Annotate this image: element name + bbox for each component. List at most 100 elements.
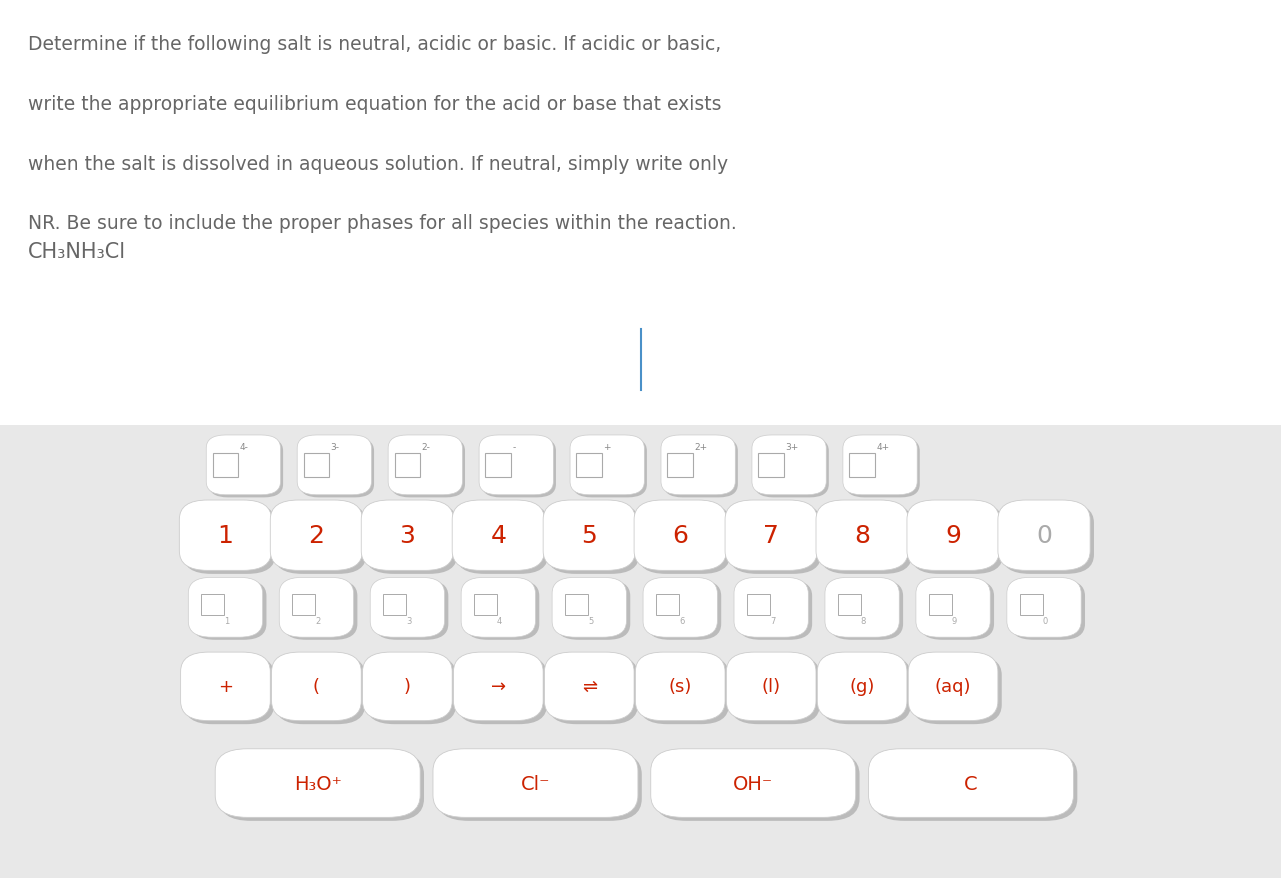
Text: write the appropriate equilibrium equation for the acid or base that exists: write the appropriate equilibrium equati… bbox=[28, 95, 721, 114]
Text: CH₃NH₃Cl: CH₃NH₃Cl bbox=[28, 241, 127, 262]
FancyBboxPatch shape bbox=[272, 652, 361, 721]
FancyBboxPatch shape bbox=[179, 500, 272, 571]
FancyBboxPatch shape bbox=[655, 752, 860, 821]
FancyBboxPatch shape bbox=[556, 580, 630, 640]
FancyBboxPatch shape bbox=[734, 578, 808, 637]
FancyBboxPatch shape bbox=[300, 438, 374, 498]
Text: 8: 8 bbox=[854, 523, 870, 548]
Bar bbox=[485, 453, 511, 478]
FancyBboxPatch shape bbox=[820, 504, 912, 574]
Text: 3-: 3- bbox=[330, 443, 339, 451]
Text: ): ) bbox=[404, 678, 411, 695]
FancyBboxPatch shape bbox=[543, 500, 635, 571]
FancyBboxPatch shape bbox=[461, 578, 535, 637]
FancyBboxPatch shape bbox=[552, 578, 626, 637]
FancyBboxPatch shape bbox=[457, 656, 547, 724]
FancyBboxPatch shape bbox=[738, 580, 812, 640]
FancyBboxPatch shape bbox=[274, 504, 366, 574]
Text: Determine if the following salt is neutral, acidic or basic. If acidic or basic,: Determine if the following salt is neutr… bbox=[28, 35, 721, 54]
FancyBboxPatch shape bbox=[726, 652, 816, 721]
FancyBboxPatch shape bbox=[391, 438, 465, 498]
FancyBboxPatch shape bbox=[1002, 504, 1094, 574]
FancyBboxPatch shape bbox=[729, 504, 821, 574]
FancyBboxPatch shape bbox=[664, 438, 738, 498]
FancyBboxPatch shape bbox=[643, 578, 717, 637]
FancyBboxPatch shape bbox=[219, 752, 424, 821]
FancyBboxPatch shape bbox=[816, 500, 908, 571]
Bar bbox=[304, 453, 329, 478]
FancyBboxPatch shape bbox=[639, 656, 729, 724]
FancyBboxPatch shape bbox=[911, 504, 1003, 574]
Bar bbox=[849, 453, 875, 478]
FancyBboxPatch shape bbox=[465, 580, 539, 640]
Text: 6: 6 bbox=[679, 616, 684, 625]
FancyBboxPatch shape bbox=[635, 652, 725, 721]
Text: 3+: 3+ bbox=[785, 443, 798, 451]
FancyBboxPatch shape bbox=[829, 580, 903, 640]
FancyBboxPatch shape bbox=[638, 504, 730, 574]
Text: when the salt is dissolved in aqueous solution. If neutral, simply write only: when the salt is dissolved in aqueous so… bbox=[28, 155, 729, 174]
Text: 7: 7 bbox=[770, 616, 775, 625]
Text: -: - bbox=[512, 443, 516, 451]
FancyBboxPatch shape bbox=[547, 504, 639, 574]
FancyBboxPatch shape bbox=[912, 656, 1002, 724]
Bar bbox=[758, 453, 784, 478]
FancyBboxPatch shape bbox=[661, 435, 735, 495]
FancyBboxPatch shape bbox=[215, 749, 420, 817]
FancyBboxPatch shape bbox=[206, 435, 281, 495]
Bar bbox=[213, 453, 238, 478]
FancyBboxPatch shape bbox=[456, 504, 548, 574]
Text: 2+: 2+ bbox=[694, 443, 707, 451]
Text: +: + bbox=[603, 443, 611, 451]
FancyBboxPatch shape bbox=[907, 500, 999, 571]
Text: NR. Be sure to include the proper phases for all species within the reaction.: NR. Be sure to include the proper phases… bbox=[28, 214, 737, 234]
FancyBboxPatch shape bbox=[1007, 578, 1081, 637]
FancyBboxPatch shape bbox=[363, 652, 452, 721]
Text: ⇌: ⇌ bbox=[582, 678, 597, 695]
Text: +: + bbox=[218, 678, 233, 695]
Text: 0: 0 bbox=[1036, 523, 1052, 548]
Text: 4: 4 bbox=[497, 616, 502, 625]
Text: C: C bbox=[965, 774, 977, 793]
Text: 1: 1 bbox=[224, 616, 229, 625]
Text: 1: 1 bbox=[218, 523, 233, 548]
FancyBboxPatch shape bbox=[370, 578, 445, 637]
Text: 4-: 4- bbox=[240, 443, 249, 451]
Text: 9: 9 bbox=[952, 616, 957, 625]
FancyBboxPatch shape bbox=[279, 578, 354, 637]
FancyBboxPatch shape bbox=[192, 580, 266, 640]
Bar bbox=[747, 594, 770, 615]
FancyBboxPatch shape bbox=[730, 656, 820, 724]
Bar bbox=[1020, 594, 1043, 615]
Bar bbox=[383, 594, 406, 615]
Bar bbox=[929, 594, 952, 615]
FancyBboxPatch shape bbox=[570, 435, 644, 495]
Bar bbox=[667, 453, 693, 478]
Text: 2: 2 bbox=[309, 523, 324, 548]
Bar bbox=[0, 426, 1281, 878]
FancyBboxPatch shape bbox=[651, 749, 856, 817]
FancyBboxPatch shape bbox=[275, 656, 365, 724]
Bar bbox=[474, 594, 497, 615]
Text: Cl⁻: Cl⁻ bbox=[521, 774, 550, 793]
FancyBboxPatch shape bbox=[573, 438, 647, 498]
Text: 3: 3 bbox=[406, 616, 411, 625]
FancyBboxPatch shape bbox=[283, 580, 357, 640]
Bar bbox=[395, 453, 420, 478]
FancyBboxPatch shape bbox=[845, 438, 920, 498]
FancyBboxPatch shape bbox=[647, 580, 721, 640]
Text: H₃O⁺: H₃O⁺ bbox=[293, 774, 342, 793]
FancyBboxPatch shape bbox=[433, 749, 638, 817]
Bar bbox=[656, 594, 679, 615]
FancyBboxPatch shape bbox=[752, 435, 826, 495]
Text: 2: 2 bbox=[315, 616, 320, 625]
FancyBboxPatch shape bbox=[365, 504, 457, 574]
Bar bbox=[565, 594, 588, 615]
Bar bbox=[292, 594, 315, 615]
FancyBboxPatch shape bbox=[183, 504, 275, 574]
FancyBboxPatch shape bbox=[821, 656, 911, 724]
Text: 4: 4 bbox=[491, 523, 506, 548]
Text: OH⁻: OH⁻ bbox=[733, 774, 774, 793]
Text: (aq): (aq) bbox=[935, 678, 971, 695]
FancyBboxPatch shape bbox=[755, 438, 829, 498]
